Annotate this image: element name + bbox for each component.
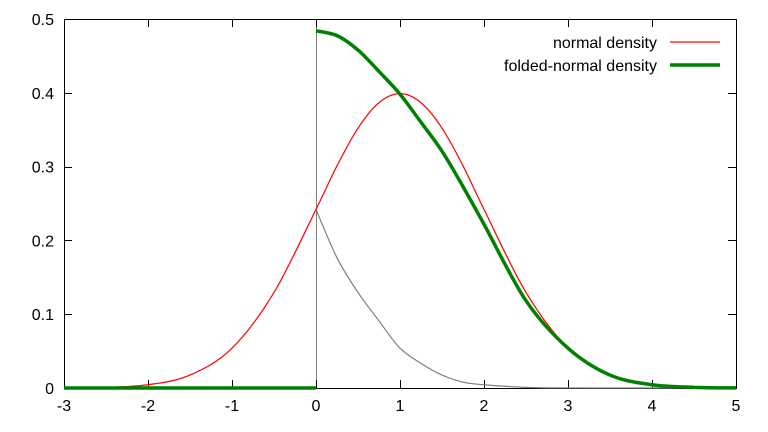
x-tick-label: -1	[225, 398, 239, 415]
y-tick-label: 0.5	[32, 12, 54, 29]
y-tick-label: 0.2	[32, 233, 54, 250]
legend: normal density folded-normal density	[504, 35, 720, 75]
normal-density-line	[63, 93, 737, 389]
x-tick-label: 1	[396, 398, 405, 415]
x-tick-label: 3	[564, 398, 573, 415]
y-tick-label: 0	[45, 381, 54, 398]
x-tick-label: -2	[141, 398, 155, 415]
x-tick-label: 5	[732, 398, 741, 415]
tick-labels: -3 -2 -1 0 1 2 3 4 5 0 0.1 0.2 0.3 0.4 0.5	[32, 12, 741, 415]
y-tick-label: 0.1	[32, 307, 54, 324]
folded-normal-density-line	[63, 29, 737, 390]
axis-ticks	[64, 19, 737, 389]
series-layer	[63, 29, 737, 390]
y-tick-label: 0.3	[32, 160, 54, 177]
legend-label: normal density	[553, 35, 657, 52]
legend-label: folded-normal density	[504, 58, 657, 75]
x-tick-label: -3	[57, 398, 71, 415]
x-tick-label: 4	[648, 398, 657, 415]
y-tick-label: 0.4	[32, 86, 54, 103]
x-tick-label: 0	[312, 398, 321, 415]
reflected-tail-line	[315, 209, 736, 389]
x-tick-label: 2	[480, 398, 489, 415]
